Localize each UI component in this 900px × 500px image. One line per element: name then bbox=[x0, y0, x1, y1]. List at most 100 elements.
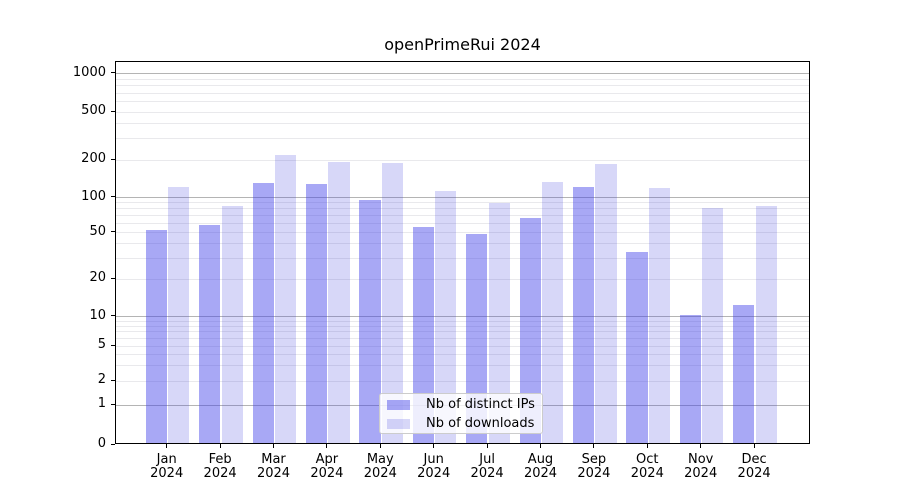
x-label-year: 2024 bbox=[470, 465, 504, 481]
plot-area bbox=[115, 61, 810, 444]
bar-downloads-jan bbox=[168, 187, 190, 443]
x-label-year: 2024 bbox=[417, 465, 451, 481]
chart-title: openPrimeRui 2024 bbox=[384, 35, 541, 54]
minor-gridline-7 bbox=[116, 331, 809, 333]
bar-distinct-ips-mar bbox=[252, 183, 274, 443]
x-tick-label-dec: Dec 2024 bbox=[724, 453, 784, 480]
x-label-year: 2024 bbox=[203, 465, 237, 481]
bar-downloads-aug bbox=[541, 181, 564, 443]
y-tick-label-20: 20 bbox=[89, 270, 106, 285]
minor-gridline-90 bbox=[116, 202, 809, 204]
legend-row-distinct-ips: Nb of distinct IPs bbox=[387, 398, 537, 412]
bar-distinct-ips-sep bbox=[572, 187, 595, 443]
y-tick-10 bbox=[111, 315, 115, 317]
y-tick-1000 bbox=[111, 72, 115, 73]
minor-gridline-5 bbox=[116, 345, 809, 347]
x-label-year: 2024 bbox=[737, 465, 771, 481]
y-tick-500 bbox=[111, 110, 115, 112]
x-tick-label-aug: Aug 2024 bbox=[511, 453, 571, 480]
bar-downloads-mar bbox=[274, 155, 297, 443]
bar-distinct-ips-may bbox=[359, 199, 381, 443]
y-tick-2 bbox=[111, 379, 115, 381]
x-tick-label-jun: Jun 2024 bbox=[404, 453, 464, 480]
x-tick-sep bbox=[593, 444, 595, 448]
y-tick-200 bbox=[111, 158, 115, 160]
x-tick-label-feb: Feb 2024 bbox=[190, 453, 250, 480]
legend-row-downloads: Nb of downloads bbox=[387, 417, 537, 431]
minor-gridline-200 bbox=[116, 159, 809, 161]
y-tick-50 bbox=[111, 231, 115, 232]
legend-swatch-downloads bbox=[387, 419, 410, 429]
minor-gridline-500 bbox=[116, 111, 809, 113]
y-tick-20 bbox=[111, 277, 115, 279]
x-label-month: Jul bbox=[479, 452, 495, 467]
bar-downloads-nov bbox=[702, 208, 724, 443]
x-tick-nov bbox=[700, 444, 702, 448]
x-label-year: 2024 bbox=[630, 465, 664, 481]
y-tick-0 bbox=[111, 443, 115, 445]
x-label-month: Apr bbox=[315, 452, 339, 467]
y-tick-label-1: 1 bbox=[97, 396, 106, 411]
bar-distinct-ips-jul bbox=[466, 233, 488, 443]
bar-downloads-feb bbox=[221, 205, 243, 443]
y-tick-label-200: 200 bbox=[81, 151, 106, 166]
x-tick-mar bbox=[273, 444, 274, 448]
minor-gridline-20 bbox=[116, 278, 809, 280]
major-gridline-100 bbox=[116, 197, 809, 198]
minor-gridline-700 bbox=[116, 92, 809, 94]
x-tick-label-jul: Jul 2024 bbox=[457, 453, 517, 480]
minor-gridline-70 bbox=[116, 215, 809, 216]
x-tick-jun bbox=[433, 444, 435, 448]
minor-gridline-300 bbox=[116, 138, 809, 140]
x-tick-dec bbox=[753, 444, 755, 448]
y-tick-label-100: 100 bbox=[81, 188, 106, 204]
x-tick-label-apr: Apr 2024 bbox=[297, 453, 357, 480]
x-tick-label-jan: Jan 2024 bbox=[137, 453, 197, 480]
y-tick-label-2: 2 bbox=[97, 372, 106, 387]
legend-swatch-distinct-ips bbox=[387, 400, 410, 410]
minor-gridline-800 bbox=[116, 85, 809, 87]
bar-downloads-jun bbox=[435, 190, 457, 443]
y-tick-1 bbox=[111, 403, 115, 405]
x-tick-feb bbox=[219, 444, 221, 448]
bar-downloads-may bbox=[381, 163, 404, 443]
x-label-month: Mar bbox=[261, 452, 286, 467]
x-label-month: Oct bbox=[636, 452, 659, 467]
y-tick-label-500: 500 bbox=[81, 103, 106, 118]
x-tick-jul bbox=[486, 444, 488, 448]
x-label-month: Dec bbox=[741, 452, 767, 467]
x-label-year: 2024 bbox=[523, 465, 558, 481]
x-tick-label-may: May 2024 bbox=[350, 453, 410, 480]
bar-distinct-ips-apr bbox=[305, 183, 328, 443]
legend: Nb of distinct IPs Nb of downloads bbox=[379, 393, 543, 434]
legend-label-distinct-ips: Nb of distinct IPs bbox=[426, 397, 535, 412]
y-tick-label-0: 0 bbox=[97, 436, 106, 451]
y-tick-label-50: 50 bbox=[89, 223, 106, 239]
x-label-month: Jun bbox=[423, 452, 444, 467]
bar-distinct-ips-jun bbox=[412, 226, 435, 443]
y-tick-label-5: 5 bbox=[97, 337, 106, 352]
minor-gridline-50 bbox=[116, 232, 809, 233]
y-tick-5 bbox=[111, 344, 115, 346]
minor-gridline-900 bbox=[116, 78, 809, 80]
x-label-month: Sep bbox=[581, 452, 607, 467]
minor-gridline-600 bbox=[116, 101, 809, 103]
minor-gridline-400 bbox=[116, 123, 809, 125]
x-label-year: 2024 bbox=[256, 465, 291, 481]
major-gridline-1000 bbox=[116, 73, 809, 74]
bar-distinct-ips-jan bbox=[145, 229, 168, 443]
x-label-year: 2024 bbox=[150, 465, 184, 481]
bar-downloads-sep bbox=[595, 164, 617, 443]
bar-distinct-ips-aug bbox=[519, 218, 541, 443]
x-tick-may bbox=[379, 444, 381, 448]
x-label-month: May bbox=[366, 452, 394, 467]
y-tick-label-1000: 1000 bbox=[72, 64, 106, 80]
major-gridline-10 bbox=[116, 316, 809, 318]
bar-downloads-apr bbox=[328, 162, 350, 443]
x-tick-label-nov: Nov 2024 bbox=[671, 453, 731, 480]
x-tick-jan bbox=[166, 444, 168, 448]
minor-gridline-40 bbox=[116, 243, 809, 245]
minor-gridline-80 bbox=[116, 208, 809, 210]
x-label-year: 2024 bbox=[363, 465, 397, 481]
y-tick-label-10: 10 bbox=[89, 307, 106, 323]
